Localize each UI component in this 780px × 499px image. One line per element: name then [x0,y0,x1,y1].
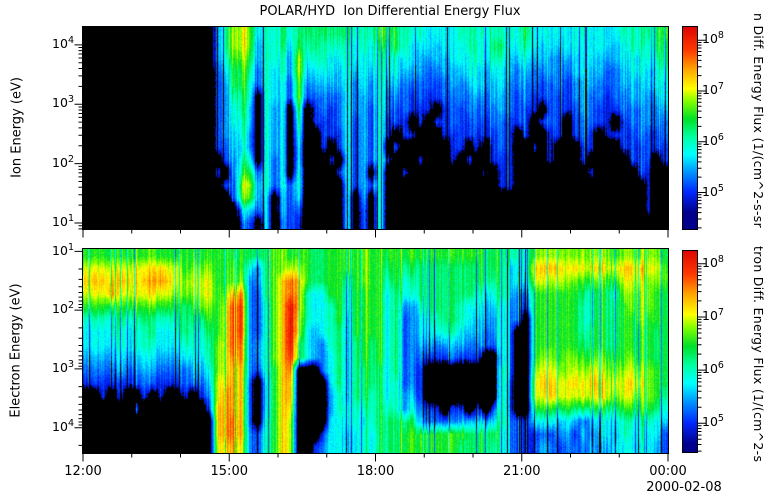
y-axis-tick-label: 101 [52,213,74,230]
y-axis-tick-label: 102 [52,153,74,170]
colorbar-tick-label: 108 [702,30,724,47]
x-axis-date-label: 2000-02-08 [646,480,722,495]
colorbar-tick-label: 105 [702,413,724,430]
y-axis-tick-label: 101 [52,241,74,258]
electron-y-axis-title: Electron Energy (eV) [8,283,24,418]
x-axis-tick-label: 18:00 [356,464,395,479]
ion-colorbar-canvas [683,27,697,229]
y-axis-tick-label: 104 [52,417,74,434]
colorbar-tick-label: 106 [702,360,724,377]
colorbar-tick-label: 108 [702,253,724,270]
y-axis-tick-label: 103 [52,94,74,111]
ion-y-axis-title: Ion Energy (eV) [9,77,25,178]
x-axis-tick-label: 12:00 [64,464,102,479]
page-title: POLAR/HYD Ion Differential Energy Flux [259,4,521,19]
y-axis-tick-label: 102 [52,300,74,317]
electron-colorbar-canvas [683,251,697,452]
x-axis-tick-label: 21:00 [503,464,541,479]
y-axis-tick-label: 103 [52,358,74,376]
electron-colorbar-title: tron Diff. Energy Flux (1/(cm^2-s [751,246,766,463]
colorbar-tick-label: 105 [702,182,724,199]
ion-colorbar-title: n Diff. Energy Flux (1/(cm^2-s-sr [751,13,766,229]
ion-spectrogram-canvas [83,27,668,229]
colorbar-tick-label: 107 [702,306,724,324]
colorbar-tick-label: 107 [702,80,724,98]
electron-spectrogram-canvas [83,249,668,453]
y-axis-tick-label: 104 [52,34,74,51]
x-axis-tick-label: 00:00 [649,464,687,479]
x-axis-tick-label: 15:00 [210,464,248,479]
colorbar-tick-label: 106 [702,131,724,148]
